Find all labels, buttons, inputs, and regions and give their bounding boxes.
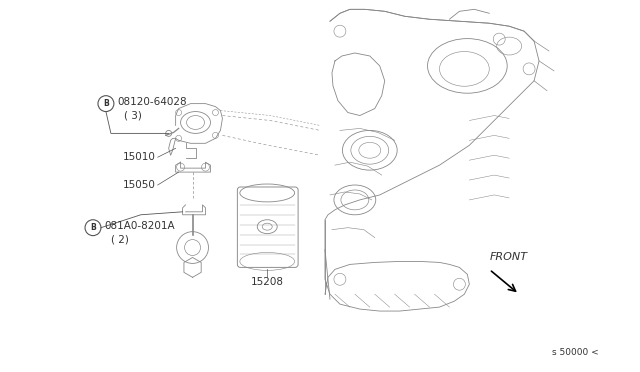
Text: 15208: 15208 [251, 277, 284, 287]
Text: B: B [103, 99, 109, 108]
Text: B: B [90, 223, 96, 232]
Text: 15010: 15010 [123, 152, 156, 162]
Text: FRONT: FRONT [489, 253, 527, 263]
Text: 08120-64028: 08120-64028 [117, 97, 186, 107]
Text: 081A0-8201A: 081A0-8201A [104, 221, 175, 231]
FancyArrowPatch shape [492, 271, 516, 291]
Text: 15050: 15050 [123, 180, 156, 190]
Text: ( 3): ( 3) [124, 110, 141, 121]
Text: ( 2): ( 2) [111, 235, 129, 245]
Text: s 50000 <: s 50000 < [552, 348, 599, 357]
